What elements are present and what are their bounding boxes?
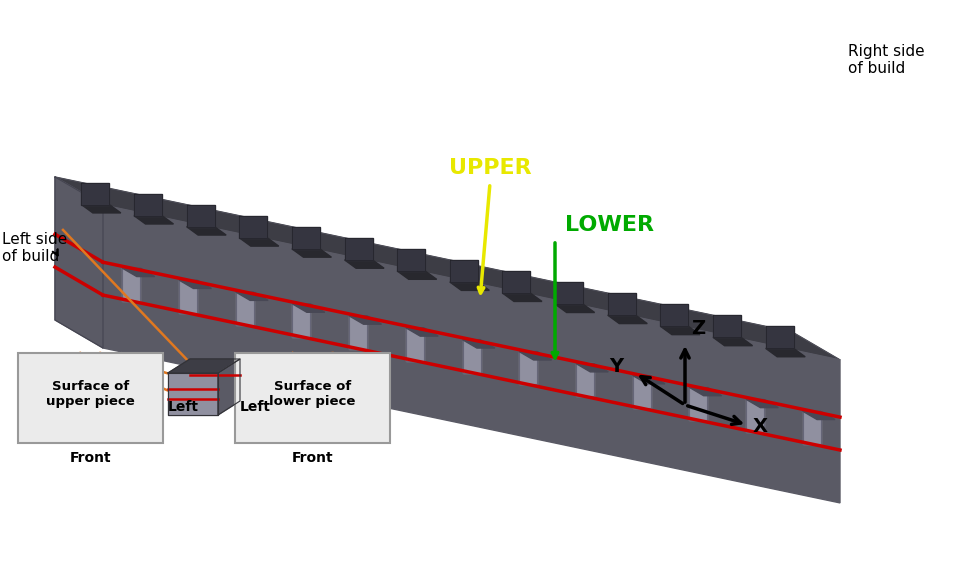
Polygon shape bbox=[519, 352, 538, 384]
Text: Z: Z bbox=[691, 319, 706, 338]
Polygon shape bbox=[236, 292, 268, 301]
Polygon shape bbox=[555, 282, 583, 304]
Polygon shape bbox=[406, 328, 438, 336]
Text: Left side
of build: Left side of build bbox=[2, 232, 67, 264]
FancyBboxPatch shape bbox=[18, 353, 163, 443]
Polygon shape bbox=[502, 293, 542, 302]
Polygon shape bbox=[186, 227, 227, 235]
Text: X: X bbox=[753, 417, 768, 437]
Polygon shape bbox=[82, 204, 121, 213]
Polygon shape bbox=[746, 399, 779, 407]
Text: Left: Left bbox=[240, 400, 271, 414]
Polygon shape bbox=[766, 326, 794, 348]
Polygon shape bbox=[168, 373, 218, 415]
Polygon shape bbox=[218, 359, 240, 415]
Polygon shape bbox=[239, 238, 278, 246]
Polygon shape bbox=[689, 387, 708, 420]
Polygon shape bbox=[633, 376, 665, 384]
Text: Front: Front bbox=[292, 451, 333, 465]
Polygon shape bbox=[713, 338, 753, 346]
Polygon shape bbox=[293, 304, 324, 312]
Text: UPPER: UPPER bbox=[448, 158, 531, 178]
Text: Left: Left bbox=[168, 400, 199, 414]
Text: Surface of
lower piece: Surface of lower piece bbox=[270, 380, 356, 407]
Text: Y: Y bbox=[610, 357, 623, 376]
Polygon shape bbox=[576, 363, 609, 372]
Polygon shape bbox=[122, 268, 140, 301]
Polygon shape bbox=[406, 328, 423, 360]
Polygon shape bbox=[186, 205, 215, 227]
Polygon shape bbox=[55, 177, 103, 348]
Polygon shape bbox=[292, 249, 331, 257]
Polygon shape bbox=[463, 340, 495, 348]
Polygon shape bbox=[660, 326, 700, 335]
Polygon shape bbox=[463, 340, 481, 373]
Polygon shape bbox=[349, 316, 381, 324]
Polygon shape bbox=[345, 238, 372, 260]
Polygon shape bbox=[660, 304, 688, 326]
Polygon shape bbox=[502, 271, 531, 293]
Polygon shape bbox=[576, 363, 594, 396]
Polygon shape bbox=[450, 260, 478, 282]
Polygon shape bbox=[168, 359, 240, 373]
Polygon shape bbox=[293, 304, 310, 337]
Polygon shape bbox=[397, 249, 425, 271]
Polygon shape bbox=[555, 304, 594, 312]
Polygon shape bbox=[82, 183, 109, 204]
Polygon shape bbox=[179, 280, 197, 313]
Polygon shape bbox=[803, 411, 835, 420]
Polygon shape bbox=[103, 205, 840, 503]
Text: Surface of
upper piece: Surface of upper piece bbox=[46, 380, 134, 407]
Polygon shape bbox=[608, 315, 647, 323]
Polygon shape bbox=[713, 315, 741, 338]
Polygon shape bbox=[239, 216, 267, 238]
Polygon shape bbox=[292, 227, 320, 249]
Polygon shape bbox=[608, 293, 636, 315]
Polygon shape bbox=[349, 316, 367, 349]
Polygon shape bbox=[236, 292, 253, 325]
FancyBboxPatch shape bbox=[235, 353, 390, 443]
Polygon shape bbox=[55, 177, 840, 360]
Text: Right side
of build: Right side of build bbox=[848, 44, 924, 76]
Polygon shape bbox=[134, 215, 174, 224]
Polygon shape bbox=[746, 399, 764, 432]
Polygon shape bbox=[450, 282, 490, 291]
Polygon shape bbox=[397, 271, 437, 279]
Polygon shape bbox=[179, 280, 211, 288]
Polygon shape bbox=[766, 348, 805, 357]
Text: Front: Front bbox=[70, 451, 111, 465]
Polygon shape bbox=[803, 411, 821, 444]
Polygon shape bbox=[134, 194, 162, 215]
Polygon shape bbox=[345, 260, 384, 268]
Polygon shape bbox=[519, 352, 552, 360]
Polygon shape bbox=[122, 268, 155, 276]
Text: LOWER: LOWER bbox=[565, 215, 654, 235]
Polygon shape bbox=[689, 387, 722, 396]
Polygon shape bbox=[633, 376, 651, 409]
